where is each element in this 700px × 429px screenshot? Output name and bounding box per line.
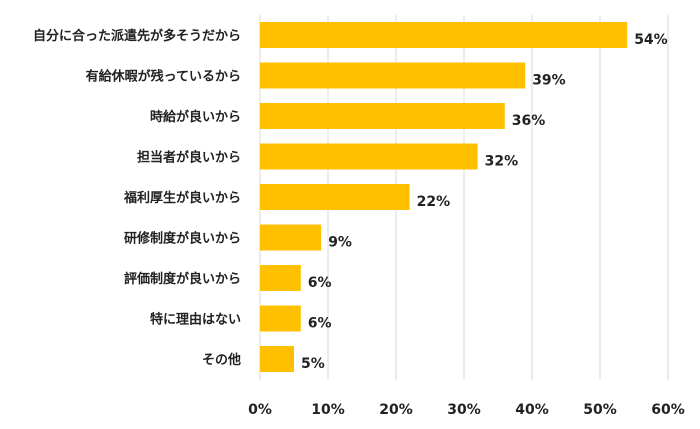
bar: [260, 265, 301, 291]
x-tick-label: 50%: [583, 402, 617, 418]
bar: [260, 22, 628, 48]
category-label: 特に理由はない: [150, 312, 241, 328]
bar: [260, 346, 294, 372]
data-label: 54%: [634, 32, 668, 48]
category-label: 有給休暇が残っているから: [86, 69, 241, 85]
bar: [260, 143, 478, 170]
category-label: その他: [202, 352, 241, 368]
bar: [260, 224, 322, 251]
category-label: 福利厚生が良いから: [123, 190, 241, 206]
category-label: 時給が良いから: [150, 109, 241, 125]
bar: [260, 103, 505, 129]
category-label: 評価制度が良いから: [124, 271, 241, 287]
data-label: 32%: [485, 154, 519, 170]
data-label: 39%: [532, 73, 566, 89]
category-label: 担当者が良いから: [137, 150, 241, 166]
x-tick-label: 30%: [447, 402, 481, 418]
category-label: 研修制度が良いから: [124, 231, 241, 247]
category-label: 自分に合った派遣先が多そうだから: [33, 28, 241, 44]
data-label: 22%: [417, 194, 451, 210]
bar: [260, 305, 301, 332]
x-tick-label: 10%: [311, 402, 345, 418]
x-tick-label: 40%: [515, 402, 549, 418]
data-label: 6%: [308, 275, 332, 291]
data-label: 6%: [308, 316, 332, 332]
x-tick-label: 0%: [248, 402, 272, 418]
data-label: 36%: [512, 113, 546, 129]
bar: [260, 184, 410, 210]
x-tick-label: 20%: [379, 402, 413, 418]
data-label: 5%: [301, 356, 325, 372]
data-label: 9%: [328, 235, 352, 251]
bar: [260, 62, 526, 89]
x-tick-label: 60%: [651, 402, 685, 418]
